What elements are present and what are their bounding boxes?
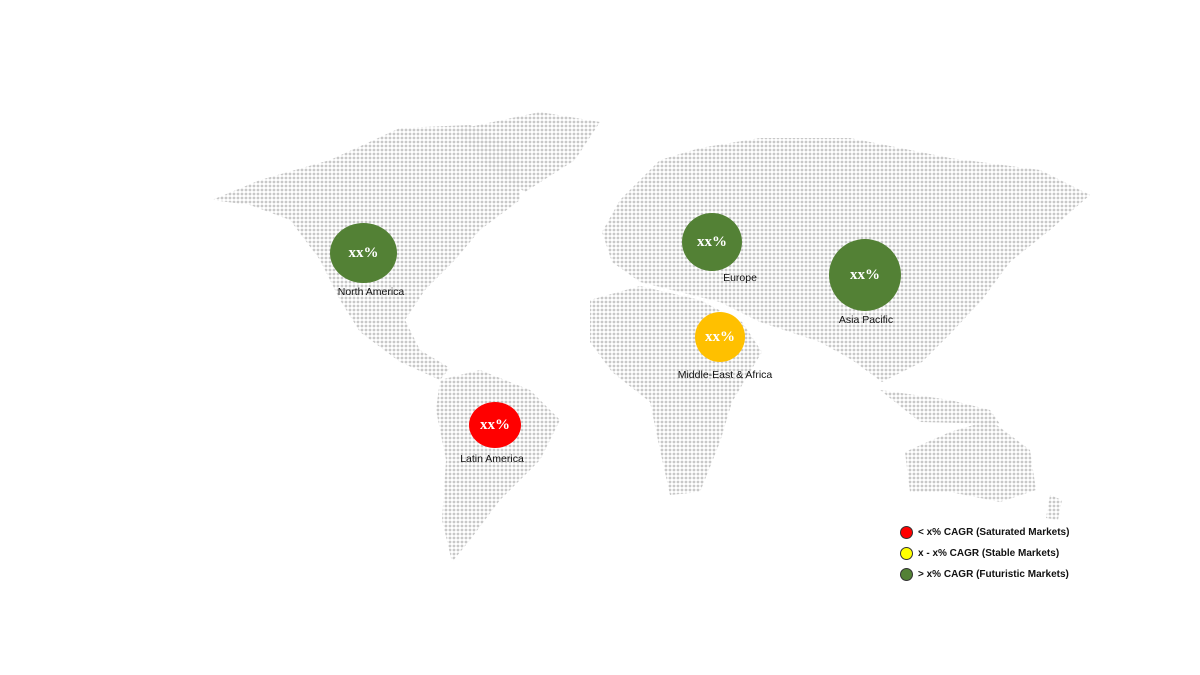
bubble-middle-east-africa: xx% (695, 312, 745, 362)
label-north-america: North America (337, 286, 405, 298)
continent-indonesia (880, 390, 1000, 424)
legend-swatch-yellow (900, 547, 913, 560)
continent-new-zealand (1046, 495, 1062, 520)
bubble-latin-america: xx% (469, 402, 521, 448)
legend-swatch-red (900, 526, 913, 539)
legend: < x% CAGR (Saturated Markets) x - x% CAG… (900, 522, 1069, 585)
legend-label: > x% CAGR (Futuristic Markets) (918, 569, 1069, 580)
label-asia-pacific: Asia Pacific (838, 314, 894, 326)
legend-swatch-green (900, 568, 913, 581)
label-europe: Europe (723, 272, 757, 284)
continent-south-america (436, 370, 560, 562)
bubble-north-america: xx% (330, 223, 397, 283)
bubble-europe: xx% (682, 213, 742, 271)
legend-item-stable: x - x% CAGR (Stable Markets) (900, 543, 1069, 564)
label-middle-east-africa: Middle-East & Africa (677, 369, 773, 381)
label-latin-america: Latin America (460, 453, 524, 465)
legend-label: x - x% CAGR (Stable Markets) (918, 548, 1060, 559)
legend-item-futuristic: > x% CAGR (Futuristic Markets) (900, 564, 1069, 585)
continent-greenland (455, 112, 600, 192)
legend-item-saturated: < x% CAGR (Saturated Markets) (900, 522, 1069, 543)
continent-australia (905, 420, 1036, 502)
legend-label: < x% CAGR (Saturated Markets) (918, 527, 1070, 538)
bubble-asia-pacific: xx% (829, 239, 901, 311)
